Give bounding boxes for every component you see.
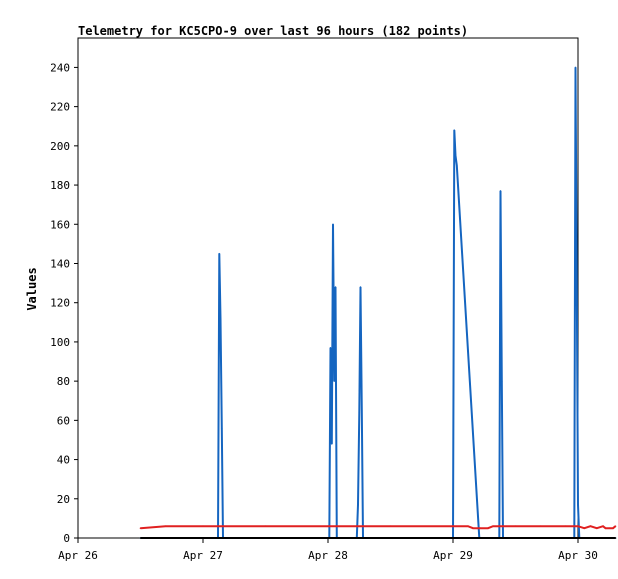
- x-tick-label: Apr 26: [58, 549, 98, 562]
- data-point: [583, 527, 586, 529]
- x-tick-label: Apr 28: [308, 549, 348, 562]
- y-tick-label: 140: [50, 257, 70, 270]
- data-point: [574, 66, 577, 69]
- y-tick-label: 100: [50, 336, 70, 349]
- series-line-1: [140, 525, 617, 530]
- data-point: [218, 252, 221, 255]
- data-point: [577, 503, 579, 506]
- x-tick-label: Apr 29: [433, 549, 473, 562]
- data-point: [220, 427, 223, 429]
- data-point: [359, 286, 362, 288]
- data-point: [614, 525, 617, 528]
- chart-title: Telemetry for KC5CPO-9 over last 96 hour…: [78, 24, 468, 38]
- data-point: [455, 164, 458, 167]
- data-point: [487, 527, 489, 529]
- data-point: [334, 286, 337, 288]
- data-point: [577, 525, 579, 528]
- data-point: [499, 525, 502, 528]
- data-point: [472, 527, 474, 529]
- data-point: [333, 380, 336, 382]
- y-tick-label: 220: [50, 101, 70, 114]
- data-point: [614, 537, 617, 539]
- y-tick-label: 80: [57, 375, 70, 388]
- data-point: [330, 443, 333, 445]
- y-tick-label: 0: [63, 532, 70, 545]
- data-point: [164, 525, 167, 528]
- data-point: [595, 527, 598, 529]
- y-tick-label: 20: [57, 493, 70, 506]
- plot-area: [139, 66, 617, 539]
- data-point: [327, 525, 329, 528]
- data-point: [219, 317, 222, 320]
- y-axis-label: Values: [25, 267, 39, 310]
- x-tick-label: Apr 30: [558, 549, 598, 562]
- x-axis: Apr 26 Apr 27 Apr 28 Apr 29 Apr 30: [58, 538, 598, 562]
- data-point: [139, 527, 142, 529]
- y-tick-label: 240: [50, 61, 70, 74]
- data-point: [357, 503, 359, 506]
- y-tick-label: 160: [50, 218, 70, 231]
- data-point: [202, 525, 204, 528]
- data-point: [602, 525, 604, 528]
- data-point: [332, 223, 334, 226]
- data-point: [539, 525, 542, 528]
- data-point: [453, 129, 456, 131]
- data-point: [612, 527, 614, 529]
- data-point: [564, 525, 567, 528]
- data-point: [589, 525, 592, 528]
- data-point: [479, 527, 482, 529]
- data-point: [454, 154, 457, 157]
- data-point: [389, 525, 392, 528]
- data-point: [358, 411, 361, 414]
- data-point: [492, 525, 494, 528]
- y-tick-label: 200: [50, 140, 70, 153]
- data-point: [360, 409, 363, 412]
- data-point: [264, 525, 267, 528]
- data-point: [500, 380, 503, 382]
- data-point: [467, 525, 469, 528]
- data-point: [514, 525, 517, 528]
- data-point: [139, 537, 142, 539]
- x-tick-label: Apr 27: [183, 549, 223, 562]
- data-point: [575, 286, 578, 288]
- data-point: [452, 525, 454, 528]
- y-tick-label: 180: [50, 179, 70, 192]
- y-tick-label: 40: [57, 454, 70, 467]
- data-point: [329, 347, 332, 349]
- data-point: [604, 527, 607, 529]
- y-tick-label: 120: [50, 297, 70, 310]
- series-line-0: [140, 67, 616, 539]
- data-point: [608, 527, 611, 529]
- y-axis: 0 20 40 60 80 100 120 140 160 180 200 220 240: [50, 61, 78, 545]
- data-point: [499, 190, 502, 192]
- y-tick-label: 60: [57, 414, 70, 427]
